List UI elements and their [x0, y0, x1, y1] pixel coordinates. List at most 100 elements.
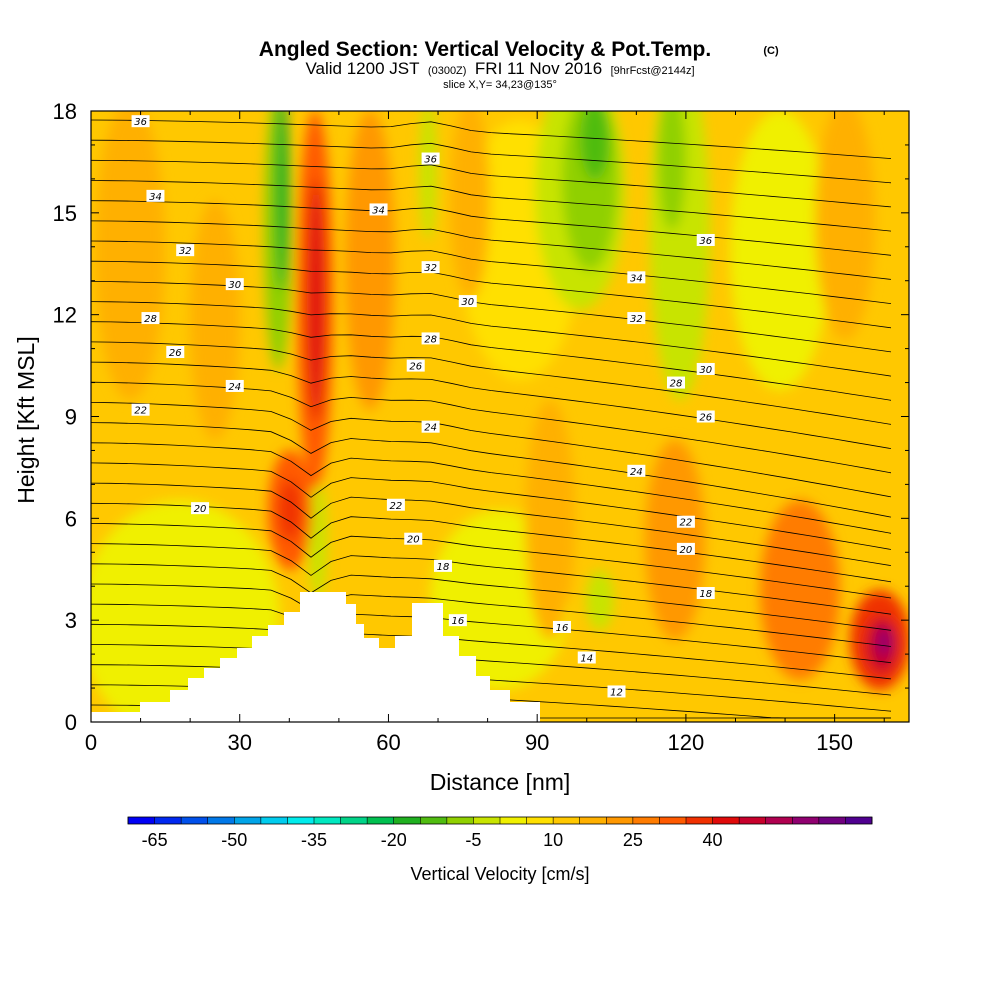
y-tick-label: 15	[53, 201, 77, 226]
theta-label-box	[166, 346, 185, 359]
y-tick-label: 12	[53, 303, 77, 328]
colorbar-swatch	[792, 817, 820, 824]
theta-label: 30	[699, 365, 712, 376]
theta-contour-line	[91, 281, 892, 353]
valid-time-line: Valid 1200 JST (0300Z) FRI 11 Nov 2016 […	[305, 59, 694, 78]
theta-contour-line	[91, 422, 892, 518]
theta-label: 26	[699, 413, 712, 424]
theta-label-box	[176, 244, 195, 257]
theta-label-box	[404, 532, 423, 545]
colorbar-swatch	[207, 817, 235, 824]
theta-contours: 36 36 36 34 34 34 32 32 32 30 30 30 28 28 28 26 26 26 24 24…	[91, 115, 892, 719]
theta-label-box	[627, 312, 646, 325]
velocity-field: 36 36 36 34 34 34 32 32 32 30 30 30 28 28 28 26 26 26 24 24…	[91, 111, 909, 722]
theta-label: 16	[556, 623, 569, 634]
orange-column-b	[190, 200, 240, 440]
theta-contour-line	[91, 381, 892, 474]
theta-label-box	[225, 278, 244, 291]
colorbar-swatch	[287, 817, 315, 824]
y-tick-label: 18	[53, 99, 77, 124]
red-right-deep	[877, 628, 891, 656]
theta-label-box	[666, 376, 685, 389]
colorbar-tick-label: -20	[381, 830, 407, 850]
colorbar-tick-label: 10	[543, 830, 563, 850]
theta-label: 26	[409, 362, 422, 373]
theta-label-box	[696, 587, 715, 600]
valid-utc: (0300Z)	[428, 65, 467, 77]
theta-label: 30	[461, 297, 474, 308]
theta-contour-line	[91, 260, 892, 329]
theta-contour-line	[91, 482, 892, 566]
theta-label: 20	[407, 535, 420, 546]
colorbar-tick-label: -5	[465, 830, 481, 850]
theta-contour-line	[91, 644, 892, 696]
orange-column-e	[525, 400, 575, 640]
theta-label-box	[627, 271, 646, 284]
theta-contour-line	[91, 502, 892, 583]
colorbar-label: Vertical Velocity [cm/s]	[410, 864, 589, 884]
theta-label: 24	[424, 423, 437, 434]
colorbar-swatch	[393, 817, 421, 824]
theta-label: 12	[610, 687, 623, 698]
orange-column-left	[95, 111, 165, 400]
theta-contour-line	[91, 583, 892, 647]
x-tick-label: 90	[525, 730, 549, 755]
theta-label: 28	[424, 334, 437, 345]
theta-label-box	[577, 651, 596, 664]
colorbar-swatch	[181, 817, 209, 824]
theta-label-box	[676, 515, 695, 528]
red-lower-blob-core	[279, 480, 301, 540]
x-axis-label: Distance [nm]	[430, 769, 571, 795]
colorbar-swatch	[659, 817, 687, 824]
theta-contour-line	[91, 301, 892, 377]
theta-label-box	[225, 379, 244, 392]
theta-contour-line	[91, 159, 892, 208]
colorbar-swatch	[340, 817, 368, 824]
x-tick-label: 0	[85, 730, 97, 755]
colorbar: -65 -50 -35 -20 -5 10 25 40	[127, 816, 873, 850]
theta-label-box	[421, 420, 440, 433]
valid-date: FRI 11 Nov 2016	[475, 59, 602, 78]
colorbar-swatch	[526, 817, 554, 824]
theta-contour-line	[91, 321, 892, 401]
theta-label: 22	[680, 518, 693, 529]
theta-label: 34	[149, 192, 162, 203]
theta-contour-line	[91, 563, 892, 631]
theta-label-box	[433, 559, 452, 572]
theta-label-box	[421, 332, 440, 345]
theta-contour-line	[91, 240, 892, 304]
theta-label: 26	[169, 348, 182, 359]
theta-label: 18	[437, 562, 450, 573]
theta-label: 34	[630, 273, 643, 284]
theta-contour-line	[91, 119, 892, 159]
red-column-core	[307, 180, 325, 420]
theta-label: 36	[699, 236, 712, 247]
colorbar-swatch	[632, 817, 660, 824]
colorbar-swatch	[420, 817, 448, 824]
theta-contour-line	[91, 139, 892, 184]
colorbar-swatch	[500, 817, 527, 824]
theta-label-box	[406, 359, 425, 372]
colorbar-tick-label: 25	[623, 830, 643, 850]
orange-column-c	[345, 111, 395, 410]
theta-label: 24	[630, 467, 643, 478]
x-tick-label: 150	[816, 730, 853, 755]
theta-contour-line	[91, 341, 892, 425]
theta-label: 36	[424, 155, 437, 166]
colorbar-swatch	[446, 817, 474, 824]
colorbar-swatch	[818, 817, 846, 824]
y-tick-label: 0	[65, 710, 77, 735]
y-tick-label: 6	[65, 506, 77, 531]
green-strip-a-core	[275, 111, 289, 290]
colorbar-tick-label: -50	[221, 830, 247, 850]
green-inner	[580, 111, 610, 180]
theta-label-box	[458, 295, 477, 308]
chart-title: Angled Section: Vertical Velocity & Pot.…	[259, 38, 711, 61]
y-tick-label: 3	[65, 608, 77, 633]
terrain-mask	[91, 592, 540, 722]
theta-label: 32	[424, 263, 437, 274]
theta-contour-line	[91, 623, 892, 680]
colorbar-tick-label: -35	[301, 830, 327, 850]
theta-label: 32	[179, 246, 192, 257]
theta-label-box	[607, 685, 626, 698]
